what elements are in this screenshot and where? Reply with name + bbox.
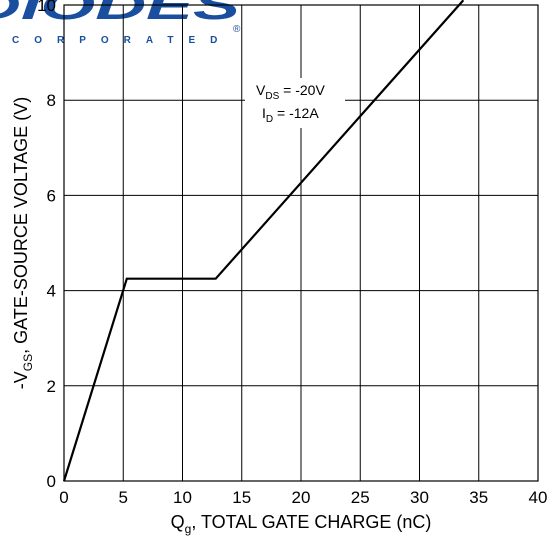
x-tick-label-35: 35 (469, 488, 488, 507)
y-tick-label-10: 10 (37, 0, 56, 15)
x-tick-labels: 0 5 10 15 20 25 30 35 40 (59, 488, 547, 507)
x-tick-label-10: 10 (173, 488, 192, 507)
series-line-0 (62, 0, 465, 482)
annotation-background (245, 78, 345, 128)
logo-registered-mark: ® (233, 24, 241, 35)
x-axis-title: Qg, TOTAL GATE CHARGE (nC) (171, 512, 432, 536)
x-tick-label-0: 0 (59, 488, 68, 507)
x-tick-label-5: 5 (119, 488, 128, 507)
y-tick-label-2: 2 (47, 377, 56, 396)
series-layer (62, 0, 465, 482)
logo-main-text: DIODES (0, 0, 241, 28)
y-tick-label-8: 8 (47, 91, 56, 110)
condition-annotation: VDS = -20V ID = -12A (245, 78, 345, 128)
logo-sub-text: CORPORATED (12, 35, 232, 46)
y-tick-label-4: 4 (47, 282, 56, 301)
x-tick-label-20: 20 (292, 488, 311, 507)
plot-frame (63, 4, 539, 482)
y-tick-label-6: 6 (47, 186, 56, 205)
x-tick-label-30: 30 (410, 488, 429, 507)
y-tick-labels: 0 2 4 6 8 10 (37, 0, 56, 491)
x-tick-label-40: 40 (529, 488, 548, 507)
vds-condition: VDS = -20V (256, 82, 325, 102)
grid-lines (64, 5, 538, 481)
id-condition: ID = -12A (262, 105, 319, 125)
y-axis-title: -VGS, GATE-SOURCE VOLTAGE (V) (11, 97, 35, 389)
x-tick-label-15: 15 (232, 488, 251, 507)
x-tick-label-25: 25 (351, 488, 370, 507)
y-tick-label-0: 0 (47, 472, 56, 491)
